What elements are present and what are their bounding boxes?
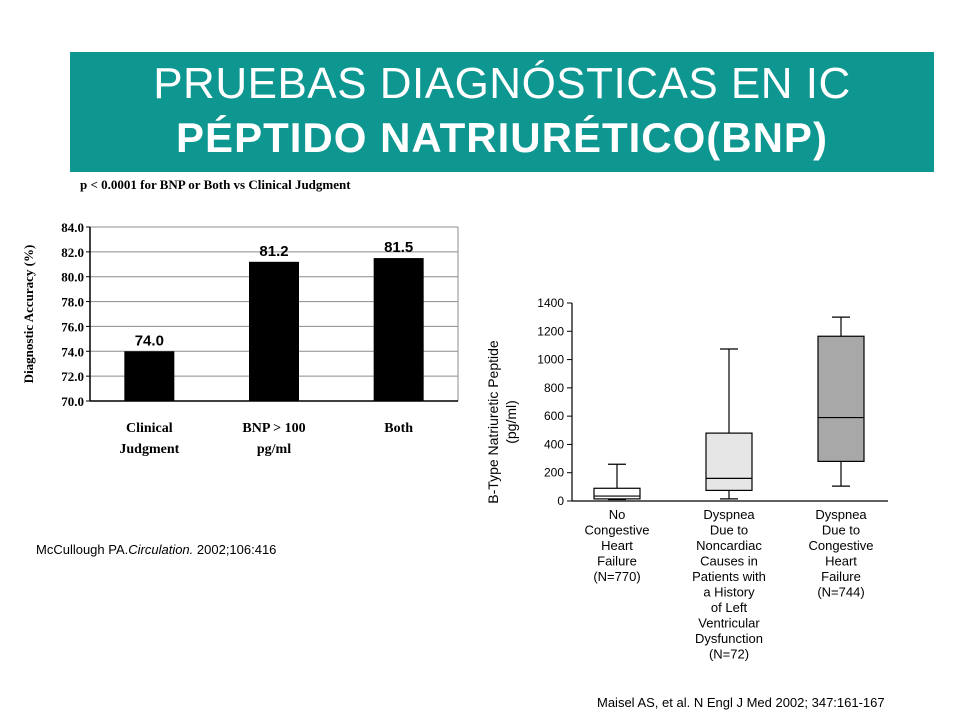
bar-ytick-label: 76.0 (61, 319, 84, 334)
box-whisker-group (817, 316, 865, 487)
bar-value-label: 74.0 (135, 332, 164, 349)
box-category-label: Dysfunction (695, 631, 763, 646)
bar-category-label: BNP > 100 (242, 421, 305, 436)
bar-ytick-label: 78.0 (61, 295, 84, 310)
bar-ytick-label: 84.0 (61, 220, 84, 235)
box-ytick-label: 1200 (537, 324, 564, 338)
box-ytick-label: 1400 (537, 296, 564, 310)
bar-category-label: pg/ml (257, 442, 291, 457)
box-category-label: (N=744) (817, 585, 864, 600)
bar (373, 258, 424, 401)
box-category-label: Failure (821, 569, 861, 584)
bar-ytick-label: 80.0 (61, 270, 84, 285)
box-category-label: (N=72) (709, 647, 749, 662)
box-category-label: Causes in (700, 554, 758, 569)
box-category-label: Congestive (584, 523, 649, 538)
bar-category-label: Both (384, 421, 413, 436)
significance-note: p < 0.0001 for BNP or Both vs Clinical J… (80, 177, 351, 192)
box-ylabel-line-1: B-Type Natriuretic Peptide (485, 340, 501, 504)
box-category-label: Failure (597, 554, 637, 569)
box-ytick-label: 1000 (537, 353, 564, 367)
bar-ytick-label: 72.0 (61, 369, 84, 384)
bar-category-label: Clinical (126, 421, 173, 436)
box-ytick-label: 0 (557, 494, 564, 508)
box-category-label: a History (703, 585, 755, 600)
box-category-label: Due to (822, 523, 860, 538)
box-ytick-label: 400 (544, 437, 564, 451)
box-category-label: Congestive (808, 538, 873, 553)
bar-ytick-label: 82.0 (61, 245, 84, 260)
citation-left-journal: Circulation. (128, 542, 194, 557)
box-ytick-label: 600 (544, 409, 564, 423)
box-category-label: Dyspnea (703, 507, 755, 522)
box-whisker-group (593, 463, 641, 501)
bar-value-label: 81.2 (259, 243, 288, 260)
box-category-label: Dyspnea (815, 507, 867, 522)
bar (249, 261, 299, 401)
box-category-label: Heart (601, 538, 633, 553)
bar-ytick-label: 70.0 (61, 394, 84, 409)
box-iqr (705, 432, 753, 491)
citation-left-rest: 2002;106:416 (193, 542, 277, 557)
bar-ylabel: Diagnostic Accuracy (%) (21, 245, 36, 384)
box-ytick-label: 800 (544, 381, 564, 395)
bar-category-label: Judgment (119, 442, 179, 457)
bar-value-label: 81.5 (384, 239, 413, 256)
box-category-label: Noncardiac (696, 538, 762, 553)
title-banner: PRUEBAS DIAGNÓSTICAS EN IC PÉPTIDO NATRI… (70, 52, 934, 172)
box-category-label: No (609, 507, 626, 522)
box-whisker-group (705, 348, 753, 500)
box-iqr (817, 335, 865, 463)
title-line-2: PÉPTIDO NATRIURÉTICO(BNP) (176, 114, 828, 161)
bar-ytick-label: 74.0 (61, 344, 84, 359)
box-category-label: Patients with (692, 569, 766, 584)
title-line-1: PRUEBAS DIAGNÓSTICAS EN IC (153, 59, 851, 108)
box-ytick-label: 200 (544, 466, 564, 480)
box-category-label: (N=770) (593, 569, 640, 584)
box-iqr (593, 487, 641, 500)
box-category-label: Heart (825, 554, 857, 569)
box-category-label: of Left (711, 600, 748, 615)
box-ylabel-line-2: (pg/ml) (503, 400, 519, 444)
citation-right: Maisel AS, et al. N Engl J Med 2002; 347… (597, 695, 885, 710)
box-category-label: Ventricular (698, 616, 760, 631)
citation-left: McCullough PA.Circulation. 2002;106:416 (36, 542, 276, 557)
bar (124, 351, 175, 401)
citation-left-author: McCullough PA. (36, 542, 129, 557)
box-category-label: Due to (710, 523, 748, 538)
